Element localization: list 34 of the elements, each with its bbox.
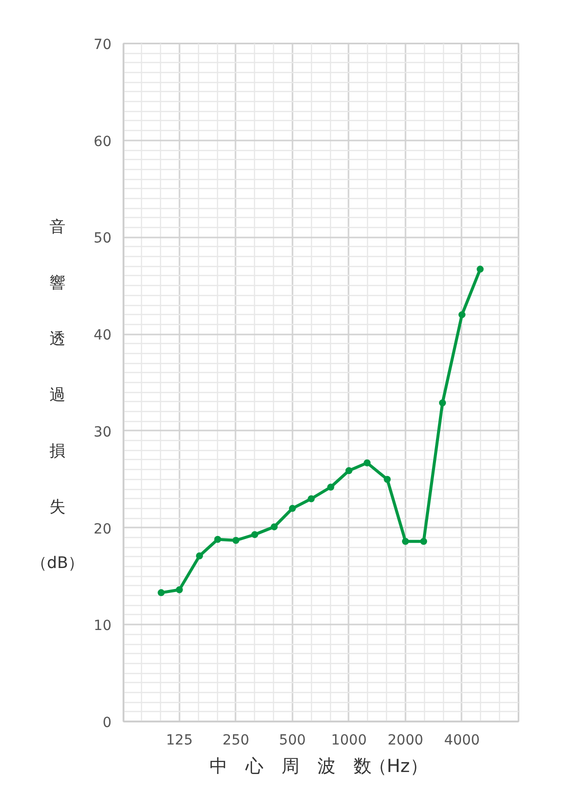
point [158, 589, 165, 596]
point [476, 266, 484, 273]
y-tick-label: 10 [94, 618, 112, 634]
x-axis-title: 中心周波数（Hz） [209, 756, 428, 777]
y-tick-label: 40 [94, 328, 112, 344]
point [232, 536, 240, 544]
y-tick-label: 50 [94, 230, 112, 247]
point [214, 536, 222, 543]
text: 音響透過損失（dB） [30, 217, 84, 572]
x-tick-label: 2000 [388, 732, 424, 748]
point [458, 311, 466, 318]
point [402, 538, 409, 545]
point [439, 399, 446, 406]
y-tick-label: 0 [102, 715, 112, 731]
x-tick-label: 500 [279, 732, 306, 748]
x-tick-label: 125 [166, 732, 193, 748]
x-tick-label: 4000 [444, 732, 480, 748]
y-tick-label: 30 [94, 424, 112, 440]
point [176, 586, 183, 594]
x-tick-label: 250 [222, 732, 250, 748]
x-tick-label: 1000 [331, 732, 367, 748]
point [364, 459, 371, 466]
point [384, 476, 391, 483]
point [288, 504, 296, 512]
point [196, 552, 203, 560]
point [345, 467, 352, 474]
y-tick-label: 70 [94, 37, 112, 53]
point [327, 484, 334, 491]
y-tick-label: 20 [94, 521, 112, 538]
y-tick-label: 60 [94, 134, 112, 150]
point [420, 538, 428, 545]
point [308, 495, 315, 502]
point [251, 531, 258, 538]
point [270, 523, 278, 530]
